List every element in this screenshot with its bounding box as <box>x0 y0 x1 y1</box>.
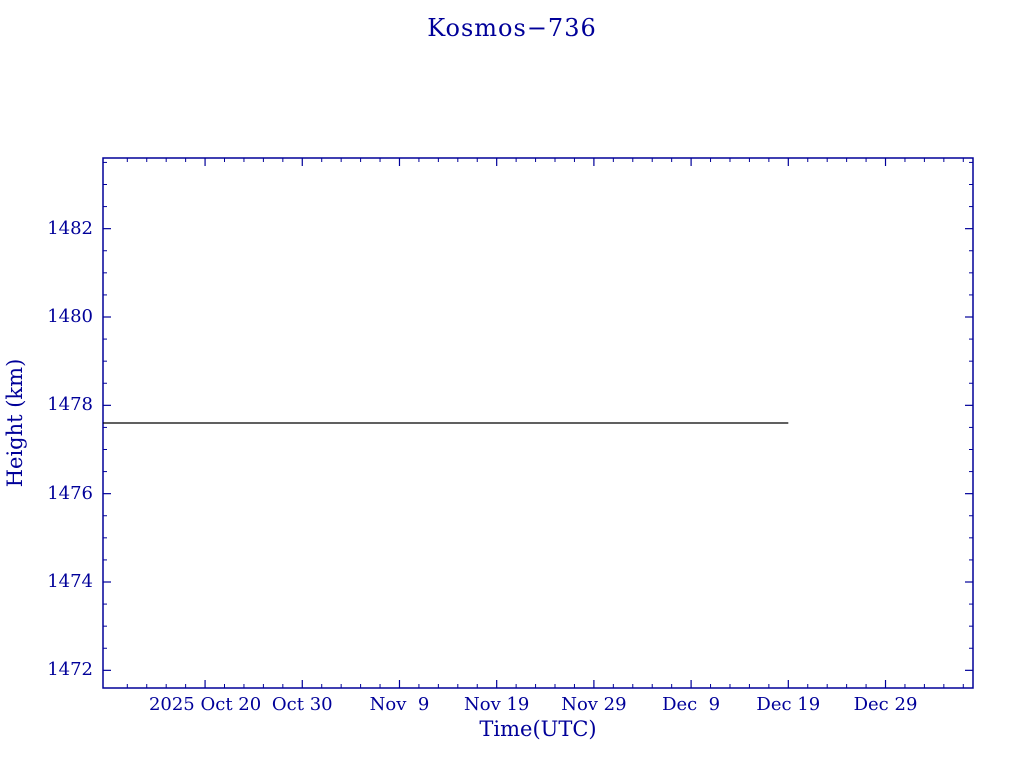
x-tick-label: Dec 19 <box>756 694 821 715</box>
x-tick-label: 2025 Oct 20 <box>148 694 262 715</box>
y-tick-label: 1478 <box>47 394 93 416</box>
y-tick-label: 1472 <box>47 659 93 681</box>
chart-title: Kosmos−736 <box>427 14 597 42</box>
y-tick-label: 1482 <box>47 217 93 239</box>
x-tick-label: Dec 29 <box>853 694 918 715</box>
y-tick-label: 1480 <box>47 306 93 327</box>
x-tick-label: Dec 9 <box>662 694 721 715</box>
y-axis-label: Height (km) <box>3 358 27 488</box>
x-tick-label: Nov 29 <box>561 694 627 715</box>
y-tick-label: 1476 <box>47 482 93 504</box>
x-tick-label: Oct 30 <box>271 694 333 715</box>
x-tick-label: Nov 19 <box>463 694 530 715</box>
y-tick-label: 1474 <box>47 571 93 592</box>
x-axis-label: Time(UTC) <box>479 717 597 741</box>
x-tick-label: Nov 9 <box>369 694 430 715</box>
